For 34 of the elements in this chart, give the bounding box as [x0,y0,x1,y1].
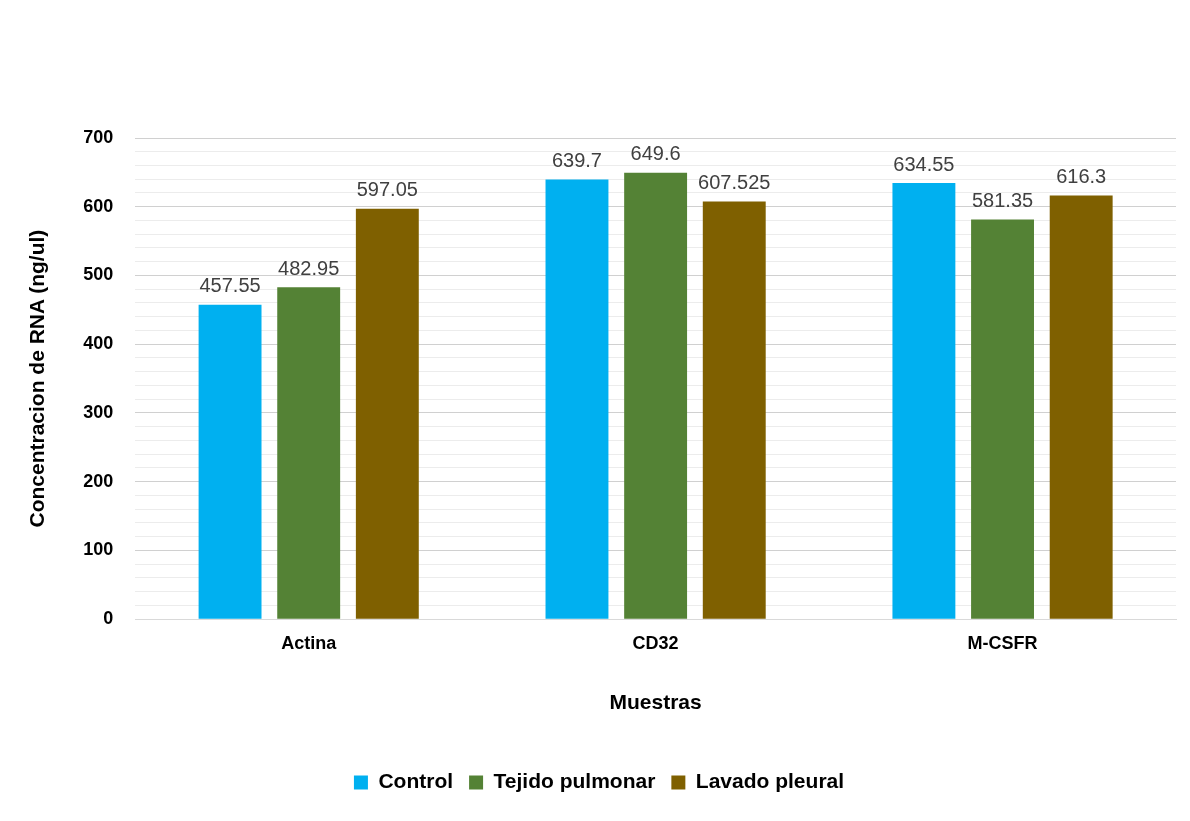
x-tick-label: CD32 [632,632,679,653]
data-label: 597.05 [356,178,418,201]
x-tick-label: Actina [281,632,338,653]
data-label: 616.3 [1056,165,1107,188]
y-tick-label: 600 [83,195,114,216]
data-label: 639.7 [551,148,603,171]
y-tick-label: 700 [83,126,114,147]
y-tick-label: 400 [83,333,114,354]
bar [277,287,341,619]
y-tick-label: 0 [103,608,114,629]
y-axis-title: Concentracion de RNA (ng/ul) [25,229,49,528]
bar [971,219,1034,619]
x-tick-label: M-CSFR [967,632,1038,653]
legend-label: Tejido pulmonar [493,769,656,793]
bar [355,208,419,619]
legend-label: Control [378,769,454,793]
y-tick-label: 200 [83,470,114,491]
data-label: 482.95 [278,256,340,279]
x-axis-title: Muestras [609,690,702,714]
data-label: 649.6 [630,142,681,165]
y-tick-label: 300 [83,401,114,422]
y-tick-label: 100 [83,539,114,560]
y-tick-label: 500 [83,264,114,285]
legend-label: Lavado pleural [695,769,845,793]
data-label: 581.35 [971,189,1034,212]
bar [624,172,688,619]
bar [892,182,956,619]
data-label: 607.525 [698,171,771,194]
bar [545,179,609,619]
data-label: 634.55 [893,152,955,175]
data-label: 457.55 [199,274,261,297]
bar [702,201,766,619]
bar [198,304,262,619]
bar [1049,195,1113,619]
